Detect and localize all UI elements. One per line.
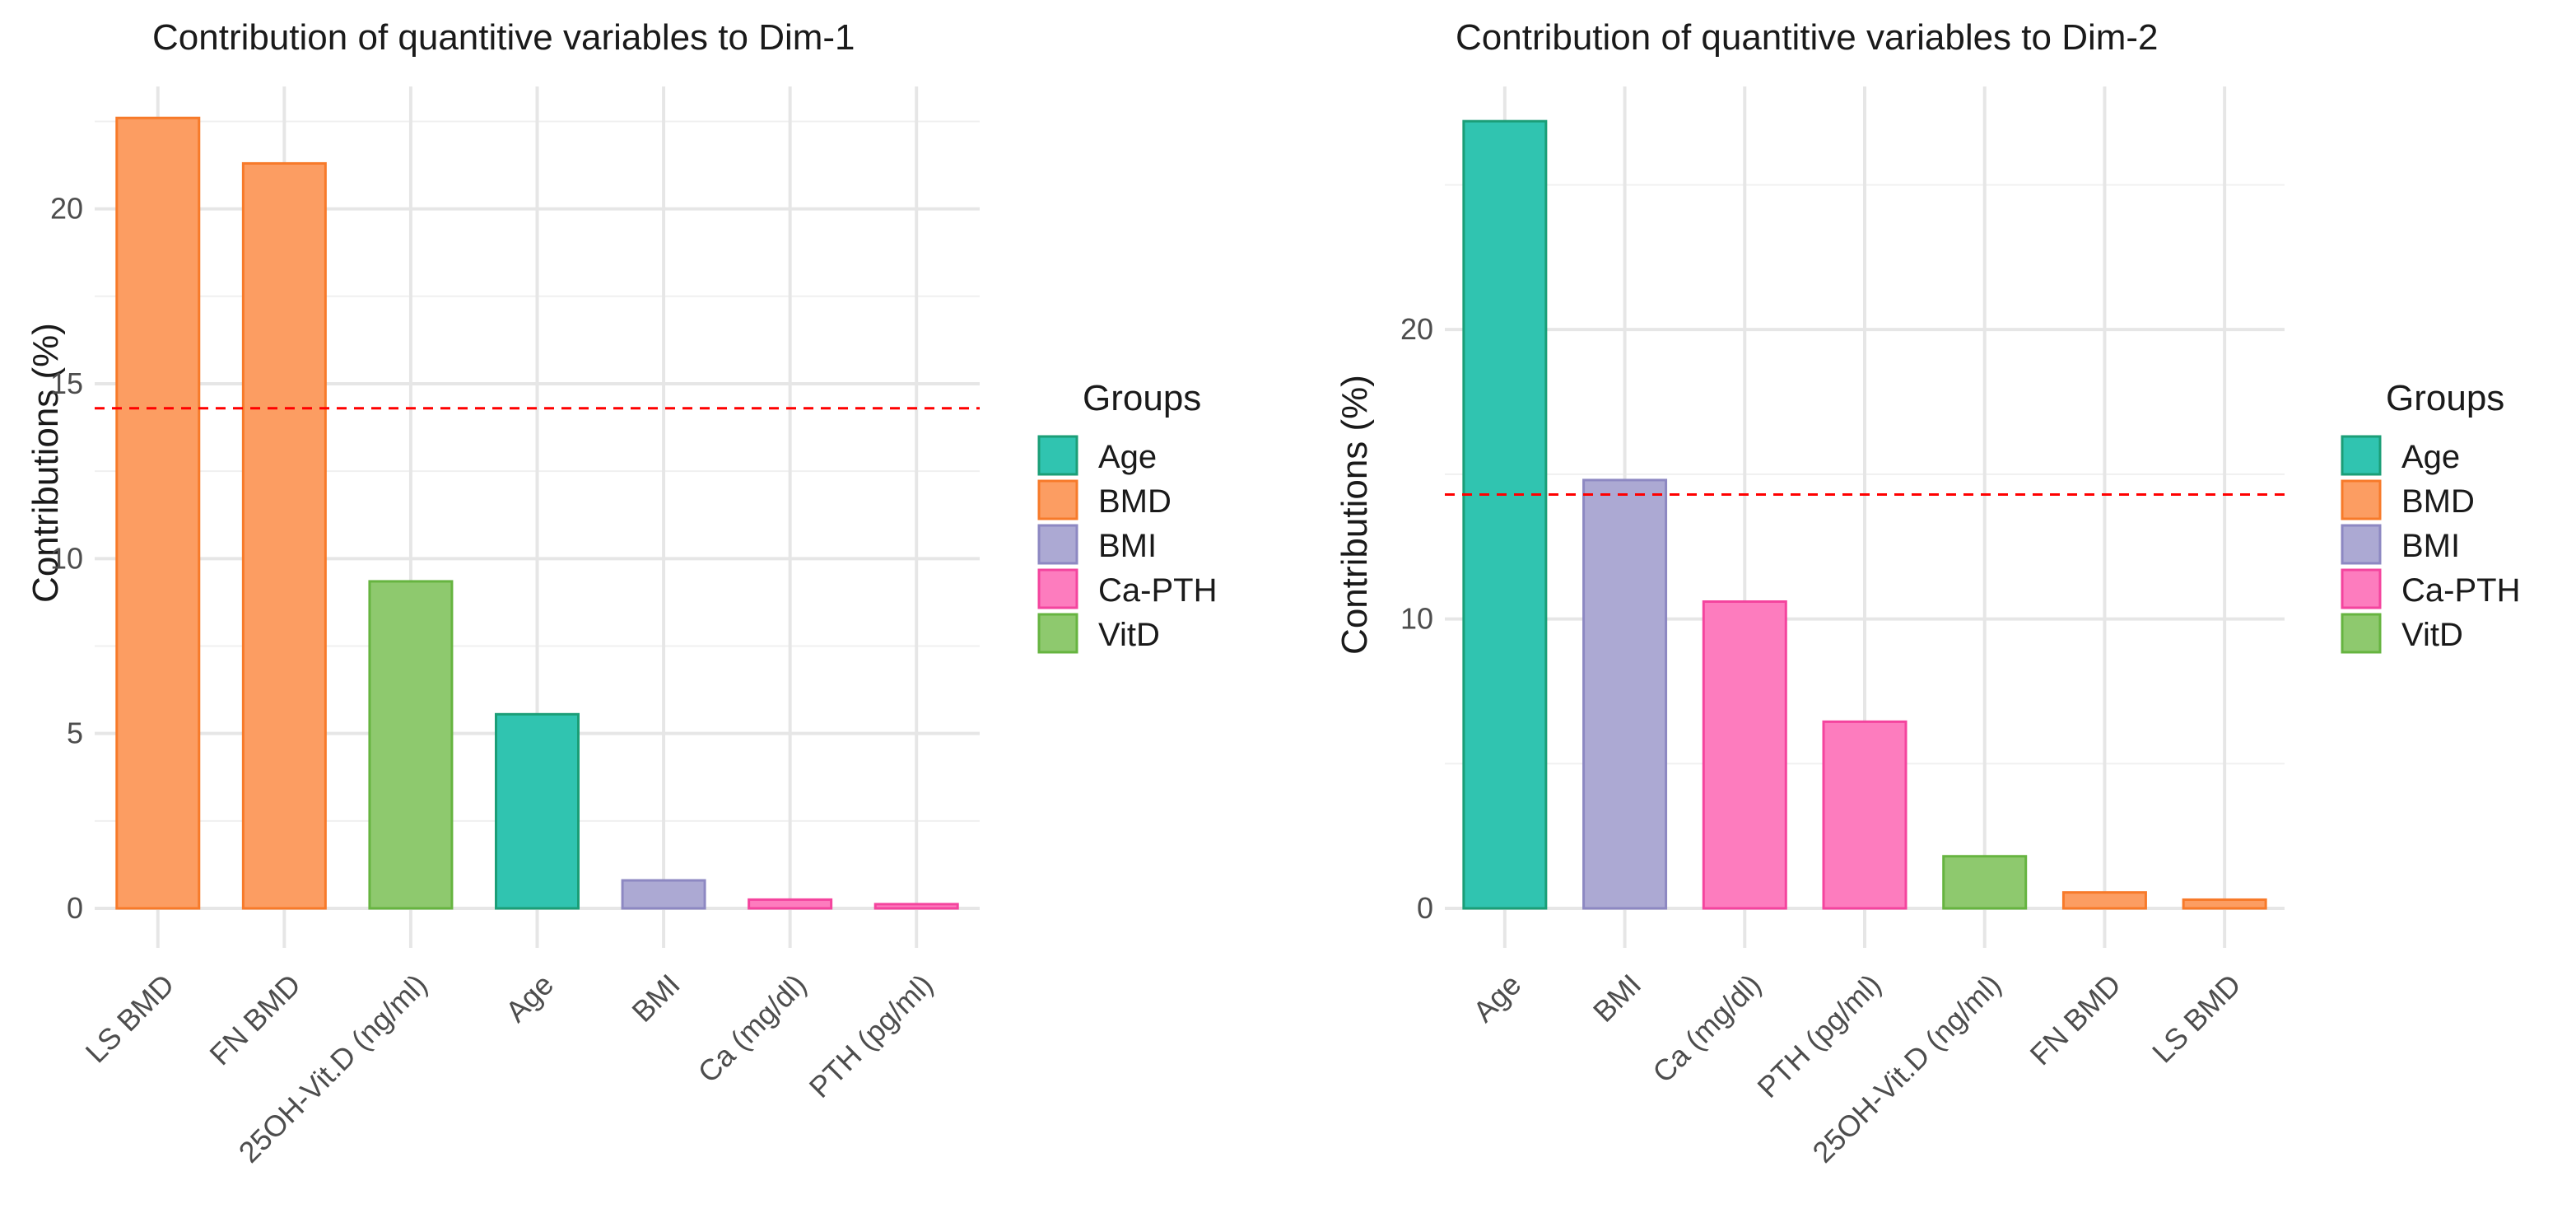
legend-label-bmd: BMD <box>2401 483 2475 520</box>
legend-label-age: Age <box>2401 439 2460 475</box>
bar-pth-pg-ml <box>873 903 959 910</box>
x-tick-label: BMI <box>625 968 686 1029</box>
legend: Groups Age BMD BMI Ca-PTH VitD <box>2341 378 2520 654</box>
legend-swatch-vitd <box>2341 613 2382 654</box>
bar-ls-bmd <box>2182 898 2267 910</box>
x-tick-label: LS BMD <box>2145 968 2248 1070</box>
legend-swatch-bmd <box>2341 479 2382 520</box>
bar-bmi <box>621 879 706 910</box>
legend-swatch-ca-pth <box>1037 568 1078 609</box>
bar-bmi <box>1582 478 1668 910</box>
y-axis-label: Contributions (%) <box>26 323 66 603</box>
legend: Groups Age BMD BMI Ca-PTH VitD <box>1037 378 1217 654</box>
x-tick-label: PTH (pg/ml) <box>803 968 939 1104</box>
bar-25oh-vit-d-ng-ml <box>1942 855 2028 910</box>
bar-fn-bmd <box>241 161 327 910</box>
legend-swatch-ca-pth <box>2341 568 2382 609</box>
x-tick-label: Ca (mg/dl) <box>691 968 813 1090</box>
bar-pth-pg-ml <box>1822 720 1908 910</box>
x-tick-label: FN BMD <box>2024 968 2128 1072</box>
y-axis-label: Contributions (%) <box>1335 375 1375 655</box>
y-tick-label: 10 <box>1400 602 1433 636</box>
bar-age <box>1462 119 1548 910</box>
x-tick-label: Age <box>1466 968 1527 1029</box>
y-tick-label: 20 <box>1400 312 1433 346</box>
bar-age <box>495 712 580 910</box>
legend-label-vitd: VitD <box>2401 617 2463 653</box>
x-tick-label: FN BMD <box>203 968 307 1072</box>
bar-ls-bmd <box>115 116 201 910</box>
legend-swatch-vitd <box>1037 613 1078 654</box>
chart-title: Contribution of quantitive variables to … <box>1456 17 2159 58</box>
bar-fn-bmd <box>2061 891 2147 910</box>
chart-dim-1: Contribution of quantitive variables to … <box>26 17 1217 1169</box>
chart-dim-2: Contribution of quantitive variables to … <box>1335 17 2520 1169</box>
bars <box>1462 119 2267 910</box>
x-tick-label: Ca (mg/dl) <box>1646 968 1768 1090</box>
y-tick-label: 10 <box>50 541 83 575</box>
legend-title: Groups <box>1083 378 1201 418</box>
legend-swatch-bmd <box>1037 479 1078 520</box>
bars <box>115 116 959 910</box>
y-ticks: 0 10 20 <box>1400 312 1433 925</box>
x-tick-label: Age <box>499 968 560 1029</box>
x-tick-label: LS BMD <box>79 968 181 1070</box>
legend-swatch-bmi <box>1037 524 1078 565</box>
legend-label-age: Age <box>1098 439 1157 475</box>
y-tick-label: 5 <box>67 716 83 750</box>
legend-label-bmi: BMI <box>1098 528 1157 564</box>
legend-label-vitd: VitD <box>1098 617 1160 653</box>
legend-swatch-age <box>1037 435 1078 476</box>
legend-label-bmi: BMI <box>2401 528 2460 564</box>
y-tick-label: 15 <box>50 366 83 400</box>
x-tick-label: BMI <box>1586 968 1647 1029</box>
y-tick-label: 0 <box>67 891 83 925</box>
legend-label-ca-pth: Ca-PTH <box>1098 572 1217 609</box>
bar-ca-mg-dl <box>1702 600 1787 910</box>
legend-label-ca-pth: Ca-PTH <box>2401 572 2520 609</box>
legend-title: Groups <box>2386 378 2504 418</box>
chart-title: Contribution of quantitive variables to … <box>152 17 855 58</box>
y-tick-label: 20 <box>50 192 83 226</box>
legend-label-bmd: BMD <box>1098 483 1172 520</box>
y-ticks: 0 5 10 15 20 <box>50 192 83 925</box>
legend-swatch-age <box>2341 435 2382 476</box>
y-tick-label: 0 <box>1417 891 1433 925</box>
legend-swatch-bmi <box>2341 524 2382 565</box>
bar-25oh-vit-d-ng-ml <box>368 580 454 910</box>
bar-ca-mg-dl <box>748 898 833 910</box>
